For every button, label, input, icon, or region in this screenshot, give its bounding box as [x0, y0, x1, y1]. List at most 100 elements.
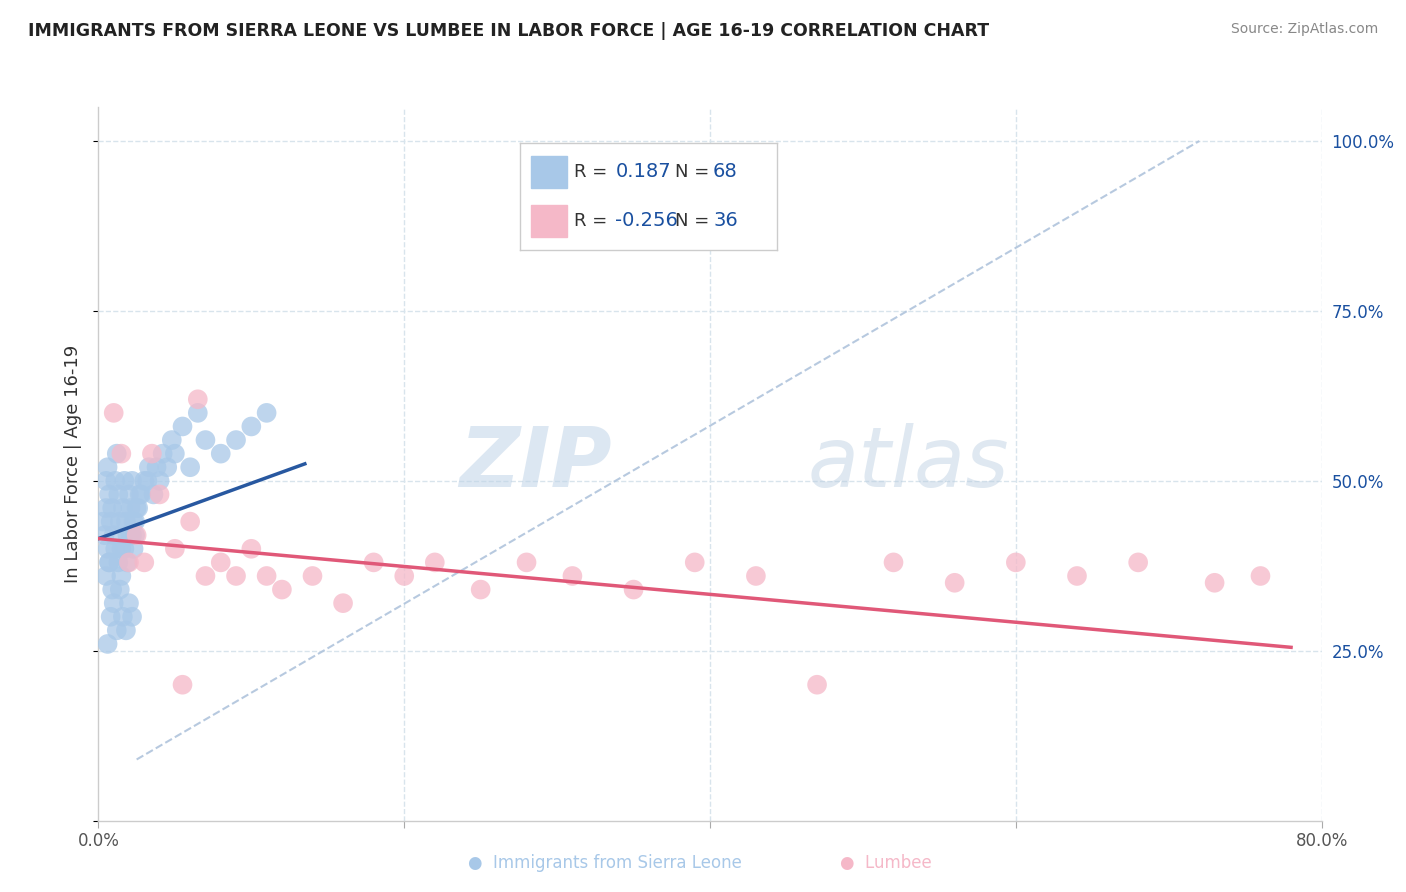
Point: [103, 406, 125, 420]
Point: [115, 515, 138, 529]
Point: [149, 487, 172, 501]
Point: [187, 406, 209, 420]
Point: [392, 569, 416, 583]
Point: [225, 569, 247, 583]
Point: [108, 582, 131, 597]
Point: [101, 582, 124, 597]
Point: [240, 541, 263, 556]
Point: [98, 487, 121, 501]
Point: [240, 419, 263, 434]
Text: R =: R =: [575, 162, 607, 180]
Point: [91, 515, 114, 529]
Point: [332, 596, 354, 610]
Point: [111, 609, 134, 624]
Point: [103, 596, 125, 610]
Point: [103, 528, 125, 542]
Point: [152, 447, 174, 461]
Point: [120, 528, 142, 542]
Point: [122, 515, 145, 529]
Text: ●  Immigrants from Sierra Leone: ● Immigrants from Sierra Leone: [468, 855, 741, 872]
Text: 36: 36: [713, 211, 738, 230]
Point: [156, 460, 179, 475]
Point: [124, 515, 146, 529]
Point: [98, 555, 121, 569]
Point: [97, 541, 120, 556]
Text: 0.187: 0.187: [616, 162, 671, 181]
Point: [98, 555, 121, 569]
Point: [470, 582, 492, 597]
Point: [270, 582, 292, 597]
Point: [117, 555, 139, 569]
Y-axis label: In Labor Force | Age 16-19: In Labor Force | Age 16-19: [65, 344, 83, 583]
Point: [129, 487, 152, 501]
Point: [101, 501, 124, 516]
Point: [110, 569, 132, 583]
Text: ●  Lumbee: ● Lumbee: [839, 855, 932, 872]
Point: [94, 569, 117, 583]
Point: [141, 447, 163, 461]
Text: IMMIGRANTS FROM SIERRA LEONE VS LUMBEE IN LABOR FORCE | AGE 16-19 CORRELATION CH: IMMIGRANTS FROM SIERRA LEONE VS LUMBEE I…: [28, 22, 990, 40]
Text: -0.256: -0.256: [616, 211, 678, 230]
Text: N =: N =: [675, 162, 709, 180]
Point: [172, 419, 194, 434]
Point: [363, 555, 385, 569]
Point: [943, 575, 966, 590]
Point: [136, 474, 159, 488]
Point: [683, 555, 706, 569]
Bar: [530, 155, 567, 187]
Point: [256, 406, 278, 420]
Point: [125, 501, 148, 516]
Point: [194, 433, 217, 447]
Point: [112, 474, 135, 488]
Point: [118, 487, 141, 501]
Point: [301, 569, 323, 583]
Point: [112, 541, 135, 556]
Point: [256, 569, 278, 583]
Point: [117, 528, 139, 542]
Text: R =: R =: [575, 212, 607, 230]
Point: [118, 555, 141, 569]
Point: [1128, 555, 1150, 569]
Point: [128, 487, 150, 501]
Point: [209, 447, 232, 461]
Point: [187, 392, 209, 407]
Point: [94, 501, 117, 516]
Point: [115, 624, 138, 638]
Text: atlas: atlas: [808, 424, 1010, 504]
Text: N =: N =: [675, 212, 709, 230]
Point: [225, 433, 247, 447]
Point: [145, 460, 167, 475]
Point: [110, 447, 132, 461]
Point: [93, 528, 115, 542]
Point: [423, 555, 446, 569]
Point: [163, 541, 186, 556]
Point: [179, 460, 201, 475]
Point: [1004, 555, 1026, 569]
Text: ZIP: ZIP: [460, 424, 612, 504]
Point: [1204, 575, 1226, 590]
Point: [194, 569, 217, 583]
Point: [172, 678, 194, 692]
Point: [94, 474, 117, 488]
Point: [134, 474, 156, 488]
Point: [806, 678, 828, 692]
Point: [111, 501, 134, 516]
Point: [100, 515, 122, 529]
Point: [160, 433, 183, 447]
Point: [120, 501, 142, 516]
Point: [883, 555, 905, 569]
Point: [104, 474, 127, 488]
Point: [121, 528, 143, 542]
Point: [623, 582, 645, 597]
Point: [561, 569, 583, 583]
Text: Source: ZipAtlas.com: Source: ZipAtlas.com: [1230, 22, 1378, 37]
Point: [138, 460, 160, 475]
Point: [122, 541, 145, 556]
Point: [124, 528, 146, 542]
Point: [163, 447, 186, 461]
Point: [745, 569, 768, 583]
Point: [516, 555, 538, 569]
Point: [1066, 569, 1088, 583]
Point: [209, 555, 232, 569]
Point: [100, 609, 122, 624]
